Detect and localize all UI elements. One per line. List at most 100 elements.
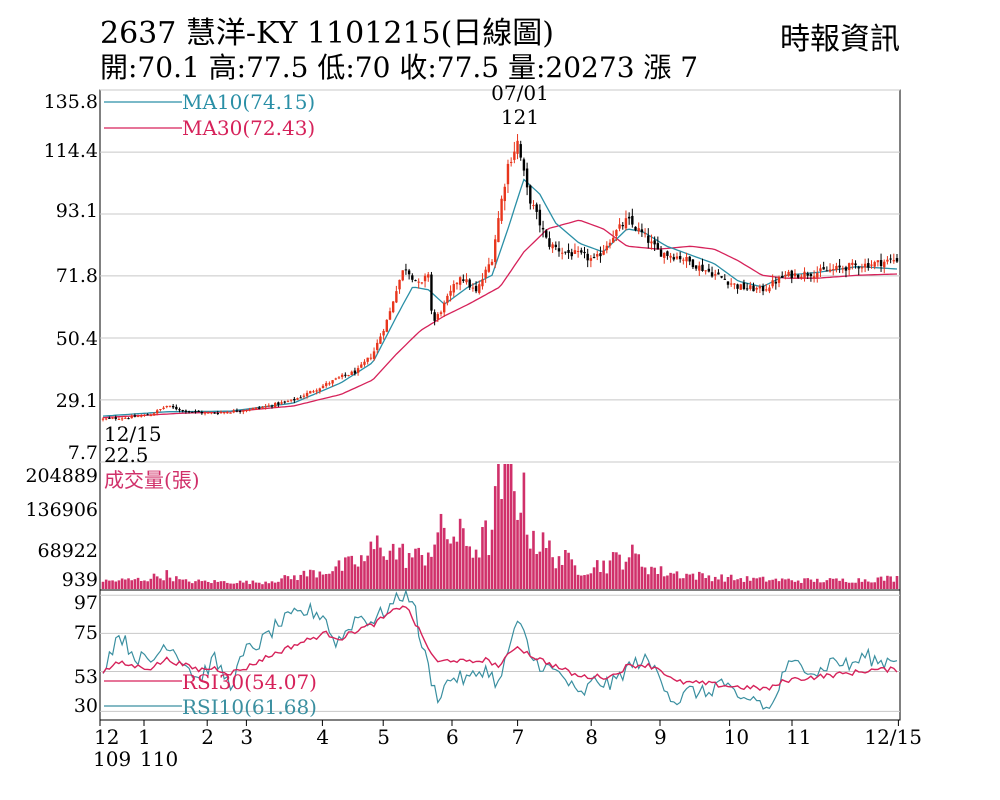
volume-bar: [570, 559, 574, 589]
candle-body: [714, 274, 717, 276]
candle-body: [516, 140, 519, 154]
candle-body: [500, 198, 503, 221]
volume-bar: [334, 566, 338, 589]
ohlc-summary: 開:70.1 高:77.5 低:70 收:77.5 量:20273 漲 7: [100, 51, 699, 84]
volume-bar: [554, 568, 558, 589]
volume-bar: [777, 581, 781, 589]
volume-bar: [503, 464, 507, 589]
ma10-line: [102, 178, 898, 417]
volume-bar: [519, 512, 523, 589]
candle-body: [455, 282, 459, 285]
volume-bar: [184, 579, 188, 589]
volume-bar: [713, 576, 717, 589]
volume-bar: [433, 544, 436, 589]
candle-body: [325, 383, 328, 386]
candle-body: [452, 284, 455, 293]
volume-bar: [867, 581, 870, 589]
low-date-label: 12/15: [104, 422, 162, 446]
candle-body: [847, 263, 851, 271]
candle-body: [832, 269, 835, 271]
volume-bar: [379, 547, 382, 589]
candle-body: [337, 377, 341, 379]
volume-bar: [701, 573, 704, 589]
volume-bar: [729, 574, 733, 589]
candle-body: [726, 281, 730, 285]
candle-body: [117, 418, 121, 420]
volume-bar: [206, 581, 210, 589]
candle-body: [108, 417, 111, 419]
x-tick-label: 5: [377, 725, 390, 749]
candle-body: [321, 385, 325, 389]
volume-bar: [809, 579, 813, 589]
volume-bar: [155, 576, 159, 589]
volume-bar: [851, 582, 854, 589]
volume-bar: [803, 578, 806, 589]
volume-bar: [812, 581, 816, 589]
volume-bar: [882, 580, 886, 589]
volume-bar: [261, 584, 264, 589]
rsi-tick-label: 75: [74, 622, 98, 644]
candle-body: [647, 235, 650, 243]
candle-body: [509, 161, 513, 163]
volume-bar: [870, 582, 873, 589]
candle-body: [739, 284, 742, 290]
candle-body: [449, 290, 452, 296]
candle-body: [140, 415, 143, 417]
candle-body: [532, 205, 535, 207]
candle-body: [430, 274, 433, 311]
volume-bar: [359, 555, 363, 589]
candle-body: [465, 279, 468, 283]
candle-body: [736, 284, 739, 289]
candle-body: [471, 287, 475, 289]
candle-body: [490, 261, 494, 265]
volume-bar: [583, 575, 586, 589]
volume-bar: [736, 579, 739, 589]
candle-body: [130, 415, 133, 419]
volume-bar: [347, 556, 350, 589]
rsi-tick-label: 53: [74, 666, 98, 688]
volume-bar: [586, 574, 589, 589]
candle-body: [347, 375, 350, 377]
candle-body: [857, 267, 860, 269]
volume-bar: [678, 578, 682, 589]
candle-body: [120, 418, 124, 420]
volume-bar: [710, 581, 714, 589]
candle-body: [717, 272, 720, 275]
candle-body: [781, 275, 784, 278]
candle-body: [806, 273, 809, 276]
candle-body: [251, 408, 255, 410]
candle-body: [417, 281, 420, 283]
candle-body: [698, 265, 701, 271]
candle-body: [621, 224, 624, 227]
volume-bar: [130, 580, 133, 589]
volume-bar: [449, 543, 452, 589]
volume-bar: [420, 555, 424, 589]
x-tick-label: 4: [316, 725, 329, 749]
volume-bar: [659, 566, 663, 589]
volume-bar: [828, 578, 832, 589]
volume-bar: [312, 570, 315, 589]
volume-bar: [838, 580, 841, 589]
candle-body: [602, 250, 605, 255]
candle-body: [618, 224, 621, 229]
volume-bar: [165, 570, 169, 589]
x-tick-label: 2: [201, 725, 214, 749]
x-tick-label: 12: [94, 725, 119, 749]
candle-body: [545, 230, 548, 238]
volume-bar: [487, 555, 491, 589]
candle-body: [554, 244, 558, 248]
volume-bar: [822, 582, 825, 589]
volume-bar: [200, 581, 204, 589]
volume-bar: [187, 581, 191, 589]
candle-body: [694, 265, 698, 269]
volume-bar: [669, 572, 672, 589]
volume-bar: [551, 557, 554, 589]
volume-bar: [831, 578, 835, 589]
volume-bar: [761, 576, 765, 589]
candle-body: [787, 271, 790, 276]
candle-body: [819, 268, 822, 271]
candle-body: [305, 392, 309, 397]
volume-bar: [471, 557, 475, 589]
volume-bar: [567, 552, 570, 589]
candle-body: [401, 270, 404, 281]
